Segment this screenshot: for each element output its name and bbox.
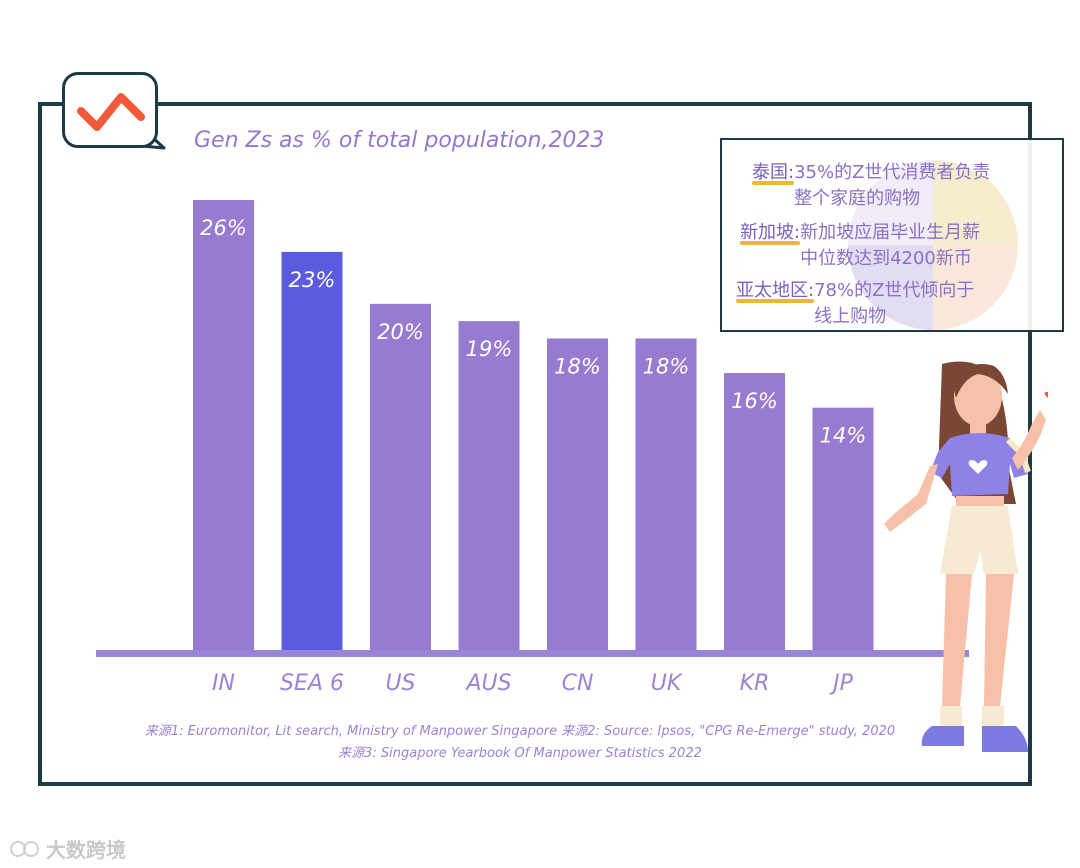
source-line-2: 来源3: Singapore Yearbook Of Manpower Stat… [338, 746, 702, 761]
girl-illustration [884, 361, 1048, 752]
bar-us [370, 303, 431, 650]
decorative-circle [848, 160, 1018, 330]
bar-uk [635, 338, 697, 650]
category-label: JP [829, 671, 853, 696]
data-label: 23% [289, 268, 336, 292]
info-item-apac: 亚太地区:78%的Z世代倾向于 线上购物 [736, 278, 974, 330]
x-axis-line [96, 650, 969, 657]
category-label: UK [651, 671, 683, 696]
info-box: 泰国:35%的Z世代消费者负责 整个家庭的购物 新加坡:新加坡应届毕业生月薪 中位数… [720, 138, 1064, 332]
category-label: US [385, 671, 415, 696]
info-item-singapore: 新加坡:新加坡应届毕业生月薪 中位数达到4200新币 [740, 220, 980, 272]
category-label: KR [740, 671, 770, 696]
info-value-line1: 35%的Z世代消费者负责 [794, 162, 991, 183]
info-item-thailand: 泰国:35%的Z世代消费者负责 整个家庭的购物 [752, 160, 990, 212]
watermark-text: 大数跨境 [46, 838, 126, 862]
bar-cn [547, 338, 608, 650]
info-value-line2: 中位数达到4200新币 [800, 248, 972, 269]
info-value-line1: 78%的Z世代倾向于 [814, 280, 975, 301]
chart-trend-icon [77, 93, 145, 131]
speech-bubble-badge [62, 72, 158, 148]
bar-aus [458, 321, 520, 650]
bar-kr [724, 373, 785, 650]
category-label: SEA 6 [280, 671, 344, 696]
info-value-line2: 整个家庭的购物 [794, 188, 921, 209]
data-label: 20% [377, 320, 424, 344]
watermark: 大数跨境 [10, 834, 126, 863]
category-label: AUS [464, 671, 511, 696]
category-label: CN [562, 671, 594, 696]
bar-sea-6 [281, 251, 343, 650]
data-label: 14% [820, 424, 867, 448]
bar-jp [812, 407, 874, 650]
data-label: 19% [466, 337, 513, 361]
chart-title: Gen Zs as % of total population,2023 [194, 128, 605, 153]
info-key: 泰国: [752, 160, 795, 186]
bar-in [193, 200, 254, 650]
info-key: 新加坡: [740, 220, 801, 246]
heart-icon [968, 460, 988, 474]
info-value-line1: 新加坡应届毕业生月薪 [800, 222, 981, 243]
watermark-logo-icon [10, 840, 39, 857]
info-value-line2: 线上购物 [814, 306, 887, 327]
data-label: 26% [200, 216, 247, 240]
source-line-1: 来源1: Euromonitor, Lit search, Ministry o… [144, 724, 896, 739]
category-label: IN [212, 671, 235, 696]
data-label: 18% [554, 354, 601, 378]
data-label: 16% [731, 389, 778, 413]
info-key: 亚太地区: [736, 278, 815, 304]
data-label: 18% [643, 354, 690, 378]
